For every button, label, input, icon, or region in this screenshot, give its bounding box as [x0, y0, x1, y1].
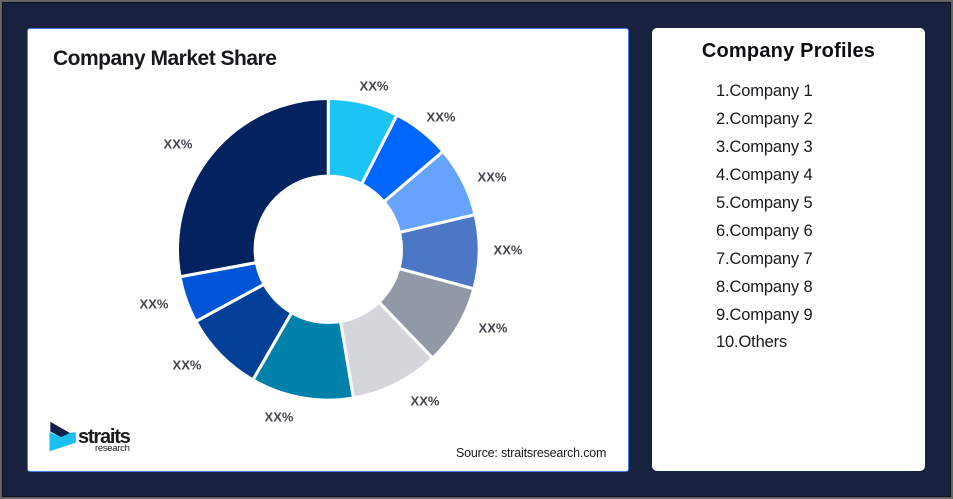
svg-text:straits: straits	[78, 426, 131, 448]
svg-text:research: research	[95, 443, 130, 454]
